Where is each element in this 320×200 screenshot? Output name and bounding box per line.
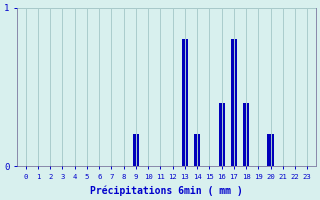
Bar [231, 39, 237, 166]
Bar [182, 39, 188, 166]
Bar [243, 103, 249, 166]
Bar [194, 134, 200, 166]
Bar [219, 103, 225, 166]
Bar [133, 134, 139, 166]
X-axis label: Précipitations 6min ( mm ): Précipitations 6min ( mm ) [90, 185, 243, 196]
Bar [268, 134, 274, 166]
